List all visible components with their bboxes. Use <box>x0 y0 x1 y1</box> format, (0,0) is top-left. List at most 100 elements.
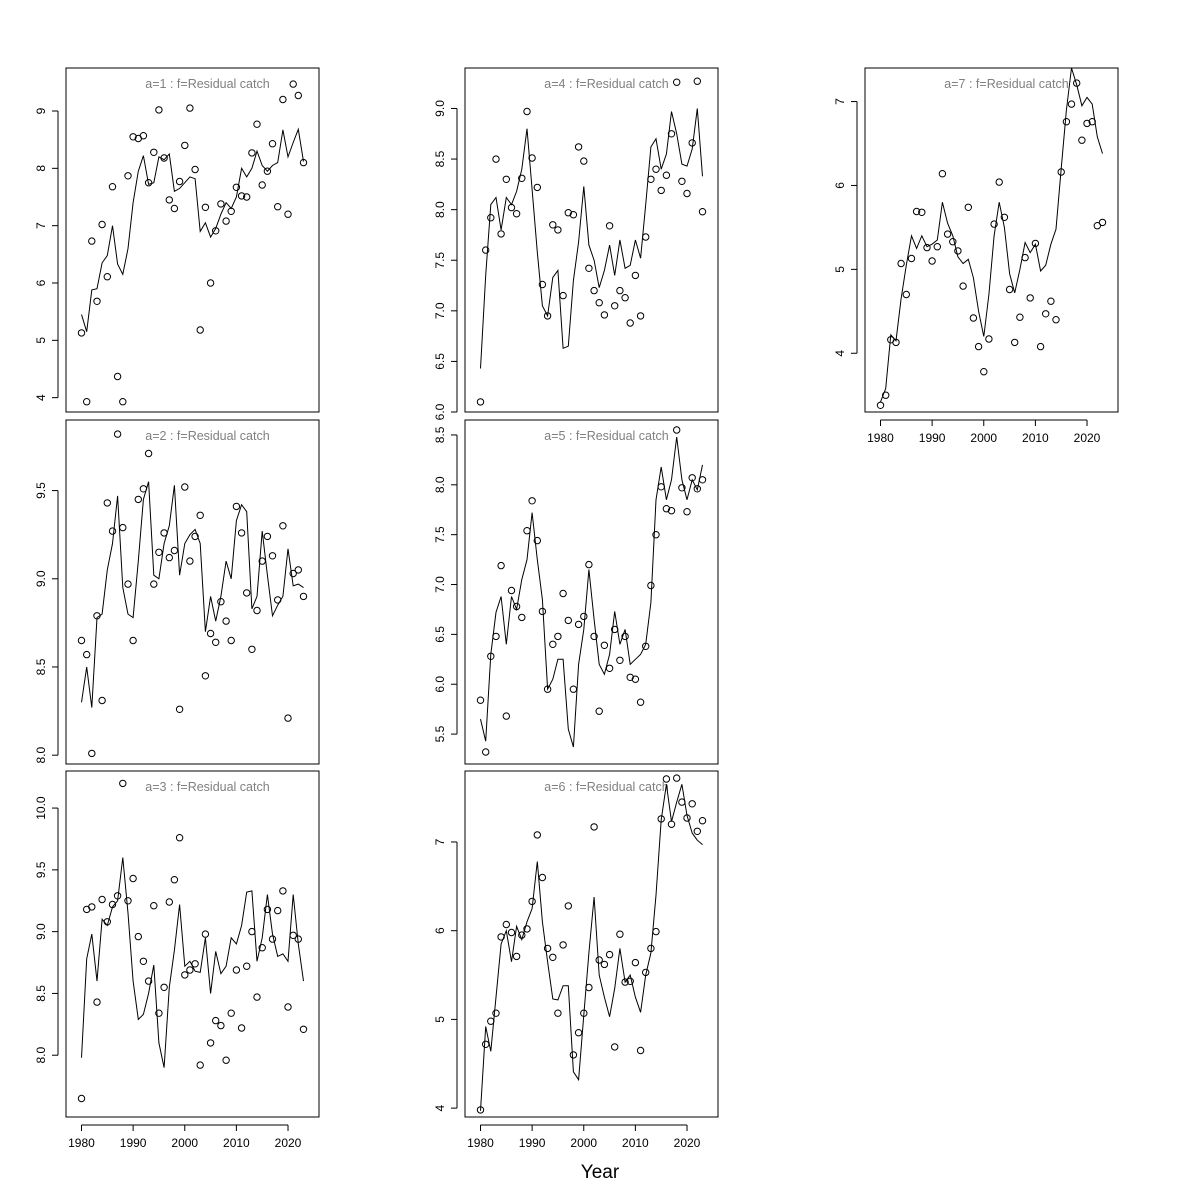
observed-point <box>949 238 957 246</box>
observed-point <box>268 140 277 148</box>
observed-point <box>657 186 665 195</box>
observed-point <box>155 548 163 556</box>
observed-point <box>876 401 885 409</box>
observed-point <box>497 230 505 238</box>
observed-point <box>642 968 650 977</box>
observed-point <box>698 817 707 825</box>
observed-point <box>243 193 251 201</box>
observed-point <box>990 220 998 228</box>
observed-point <box>299 158 308 167</box>
observed-point <box>191 165 199 174</box>
figure-x-axis-label: Year <box>581 1162 620 1183</box>
observed-point <box>243 962 251 970</box>
fitted-line <box>480 108 703 369</box>
observed-point <box>688 139 696 147</box>
observed-point <box>476 1106 485 1114</box>
observed-point <box>636 312 645 320</box>
observed-point <box>212 1016 220 1025</box>
observed-point <box>160 154 168 162</box>
observed-point <box>1088 118 1096 126</box>
observed-point <box>263 532 272 541</box>
observed-point <box>492 1009 500 1017</box>
observed-point <box>201 203 210 212</box>
observed-point <box>191 960 199 968</box>
observed-point <box>284 1003 292 1011</box>
observed-point <box>497 933 505 941</box>
y-tick-label: 9.0 <box>34 923 48 940</box>
observed-point <box>113 430 122 438</box>
observed-point <box>196 1061 204 1069</box>
observed-point <box>1052 316 1060 324</box>
x-tick-label: 2000 <box>171 1136 198 1150</box>
observed-point <box>662 171 671 179</box>
panel-a4: a=4 : f=Residual catch 6.0 6.5 7.0 7.5 8.0 8.5… <box>433 67 719 420</box>
y-tick-label: 7.5 <box>433 526 447 543</box>
y-tick-label: 8.5 <box>433 426 447 443</box>
observed-point <box>144 179 153 187</box>
observed-point <box>155 106 163 114</box>
y-tick-label: 9.5 <box>34 482 48 499</box>
observed-point <box>600 311 609 319</box>
observed-point <box>595 956 603 964</box>
observed-point <box>274 596 282 604</box>
observed-point <box>212 638 220 646</box>
observed-point <box>564 902 572 910</box>
observed-point <box>482 1040 490 1049</box>
observed-point <box>165 553 174 562</box>
y-axis: 8.0 8.5 9.0 9.5 <box>34 482 59 764</box>
observed-point <box>1067 100 1076 108</box>
observed-point <box>549 640 557 648</box>
observed-point <box>605 664 614 672</box>
observed-point <box>611 1043 619 1051</box>
observed-point <box>497 561 505 570</box>
observed-point <box>652 531 660 539</box>
observed-point <box>284 210 292 218</box>
observed-point <box>237 529 246 537</box>
y-axis: 4 5 6 7 8 9 <box>34 107 59 401</box>
observed-point <box>502 920 510 929</box>
fitted-line <box>480 784 703 1111</box>
observed-point <box>186 966 194 974</box>
observed-point <box>693 485 701 493</box>
observed-point <box>476 398 485 406</box>
y-tick-label: 7 <box>433 838 447 845</box>
observed-point <box>88 237 96 245</box>
observed-point <box>1047 297 1055 305</box>
panel-a3: a=3 : f=Residual catch 8.0 8.5 9.0 9.5 10.0 19… <box>34 770 320 1150</box>
observed-point <box>487 214 495 222</box>
observed-point <box>77 1094 86 1103</box>
panel-title: a=4 : f=Residual catch <box>544 77 668 91</box>
observed-point <box>678 798 686 806</box>
observed-point <box>196 511 204 519</box>
observed-point <box>626 319 634 327</box>
observed-point <box>938 170 947 178</box>
y-tick-label: 5 <box>833 266 847 273</box>
panel-title: a=6 : f=Residual catch <box>544 780 668 794</box>
observed-point <box>616 286 624 295</box>
panel-a7: a=7 : f=Residual catch 4 5 6 7 1980 1990 2000 20… <box>833 67 1119 445</box>
observed-point <box>1005 285 1014 294</box>
observed-point <box>119 779 127 788</box>
observed-point <box>279 95 287 104</box>
panel-a1: a=1 : f=Residual catch 4 5 6 7 8 9 <box>34 67 320 413</box>
panel-frame <box>464 419 719 765</box>
observed-point <box>206 629 215 638</box>
y-axis: 5.5 6.0 6.5 7.0 7.5 8.0 8.5 <box>433 426 458 742</box>
y-tick-label: 5 <box>433 1016 447 1023</box>
observed-point <box>543 944 552 953</box>
observed-point <box>907 254 916 263</box>
observed-point <box>600 641 609 649</box>
observed-point <box>523 527 531 535</box>
y-tick-label: 7.0 <box>433 576 447 593</box>
observed-point <box>642 642 650 650</box>
observed-point <box>512 210 521 218</box>
observed-point <box>279 522 287 530</box>
observed-point <box>129 874 137 883</box>
y-tick-label: 9 <box>34 107 48 114</box>
observed-point <box>507 928 516 937</box>
observed-point <box>518 174 526 183</box>
observed-points <box>77 779 308 1103</box>
observed-point <box>482 246 490 254</box>
panel-frame <box>65 419 320 765</box>
